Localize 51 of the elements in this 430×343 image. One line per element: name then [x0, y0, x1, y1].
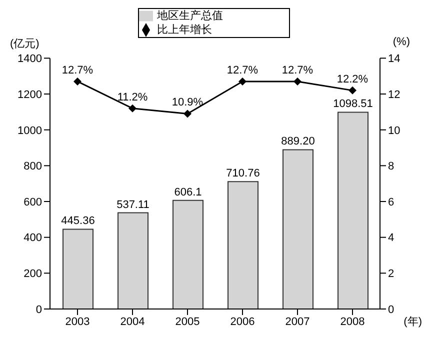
x-tick-label: 2003 — [65, 316, 90, 328]
y2-tick-label: 8 — [388, 160, 394, 173]
data-label: 10.9% — [172, 96, 204, 109]
data-label: 11.2% — [117, 91, 148, 104]
data-label: 606.1 — [174, 186, 202, 198]
bar — [118, 212, 148, 309]
data-label: 12.2% — [336, 73, 368, 86]
data-label: 889.20 — [281, 136, 315, 148]
y2-tick-label: 4 — [388, 232, 394, 244]
y-tick-label: 0 — [36, 304, 42, 316]
x-tick-label: 2006 — [230, 316, 255, 328]
bar — [228, 181, 258, 309]
point — [238, 77, 246, 86]
y-tick-label: 1400 — [18, 53, 42, 66]
x-tick-label: 2005 — [175, 316, 200, 328]
point — [128, 104, 136, 112]
y2-tick-label: 10 — [388, 124, 400, 137]
legend-label: 地区生产总值 — [157, 10, 223, 22]
data-label: 12.7% — [62, 64, 94, 76]
y-tick-label: 200 — [24, 268, 42, 280]
y-tick-label: 400 — [24, 232, 42, 244]
data-label: 710.76 — [226, 168, 260, 180]
x-tick-label: 2008 — [340, 316, 365, 328]
legend-label: 比上年增长 — [157, 24, 212, 36]
bar — [282, 149, 314, 309]
bar — [62, 228, 94, 309]
y2-tick-label: 0 — [388, 304, 394, 316]
y-tick-label: 800 — [24, 160, 42, 173]
bar — [338, 112, 368, 309]
y2-tick-label: 6 — [388, 196, 394, 208]
y2-axis-title: (%) — [392, 36, 410, 48]
x-tick-label: 2007 — [285, 316, 310, 328]
data-label: 537.11 — [116, 198, 150, 211]
point — [294, 77, 302, 86]
data-label: 445.36 — [61, 215, 95, 228]
y-tick-label: 1200 — [18, 88, 42, 101]
y-axis-title: (亿元) — [10, 37, 40, 51]
x-axis-title: (年) — [404, 314, 422, 329]
bar — [172, 200, 204, 309]
point — [184, 110, 192, 118]
data-label: 1098.51 — [333, 98, 373, 110]
data-label: 12.7% — [282, 64, 314, 76]
y2-tick-label: 2 — [388, 268, 394, 280]
y-tick-label: 1000 — [18, 124, 42, 137]
y2-tick-label: 12 — [388, 88, 400, 101]
data-label: 12.7% — [226, 64, 258, 76]
y-tick-label: 600 — [24, 196, 42, 208]
point — [74, 77, 82, 86]
point — [348, 86, 356, 94]
y2-tick-label: 14 — [388, 53, 400, 66]
x-tick-label: 2004 — [120, 316, 145, 328]
